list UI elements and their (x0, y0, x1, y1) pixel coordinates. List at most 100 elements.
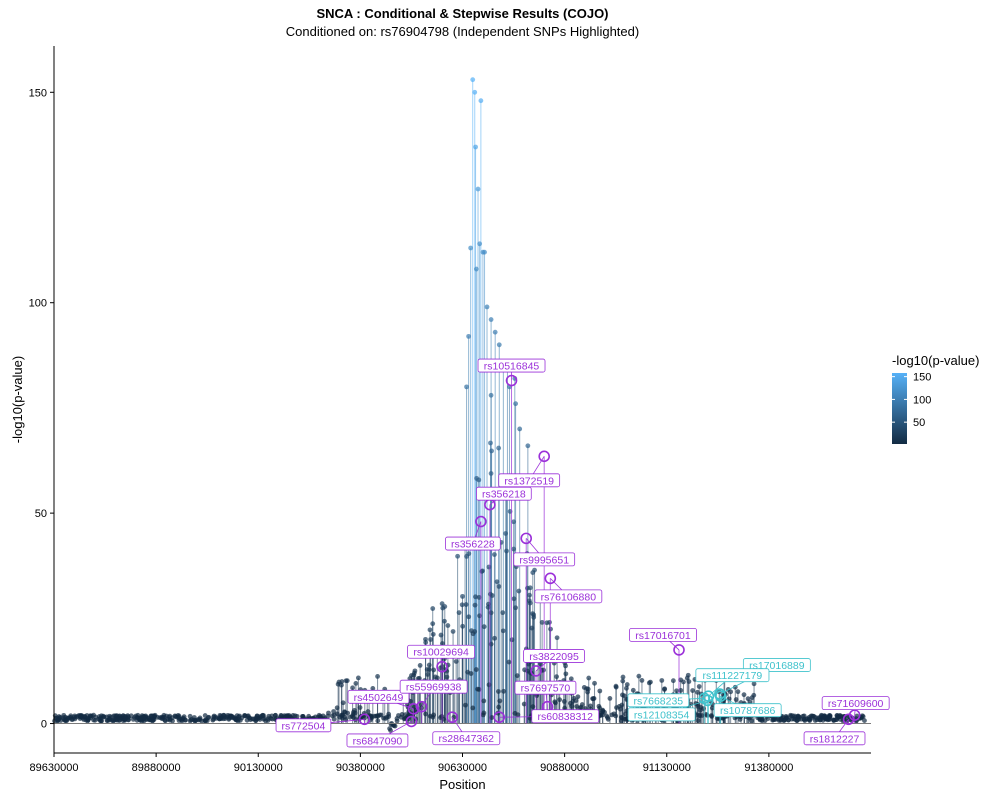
highlight-ring (673, 644, 685, 656)
label-box (477, 358, 546, 373)
snp-point (497, 698, 503, 704)
snp-point (699, 713, 705, 718)
snp-point (93, 714, 99, 720)
snp-point (807, 718, 813, 723)
snp-point (247, 715, 252, 721)
snp-label: rs7668235 (634, 695, 684, 707)
snp-point (450, 629, 456, 634)
snp-point (351, 709, 356, 715)
snp-point (496, 445, 502, 451)
snp-point (386, 711, 392, 717)
x-tick-label: 90380000 (336, 762, 385, 774)
legend-tick-label: 50 (913, 417, 925, 429)
snp-point (814, 717, 820, 723)
snp-point (771, 717, 777, 722)
snp-point (614, 705, 619, 710)
snp-point (123, 714, 129, 720)
snp-point (427, 627, 433, 633)
snp-point (479, 569, 485, 574)
snp-point (573, 698, 579, 704)
snp-point (412, 668, 418, 674)
snp-point (150, 717, 156, 722)
snp-point (426, 662, 432, 668)
snp-point (470, 77, 476, 83)
snp-point (486, 564, 492, 570)
snp-point (453, 659, 459, 664)
snp-point (795, 713, 801, 719)
snp-point (138, 715, 144, 721)
snp-point (216, 715, 222, 721)
snp-point (786, 717, 792, 723)
snp-point (260, 712, 266, 718)
snp-point (428, 637, 433, 642)
label-box (347, 689, 410, 704)
snp-point (455, 553, 461, 559)
label-box (713, 703, 782, 718)
snp-point (331, 709, 337, 714)
highlight-ring (415, 700, 428, 713)
snp-point (646, 680, 652, 686)
highlight-ring (544, 572, 557, 585)
snp-point (464, 384, 469, 390)
snp-point (639, 677, 645, 683)
snp-point (788, 712, 793, 718)
snp-point (423, 640, 429, 645)
snp-label: rs7697570 (521, 683, 571, 695)
snp-point (620, 678, 626, 684)
snp-point (459, 602, 465, 608)
snp-point (695, 689, 700, 695)
highlight-ring (714, 690, 727, 702)
snp-point (481, 624, 487, 630)
snp-point (513, 401, 519, 407)
snp-point (388, 728, 393, 733)
highlight-ring (520, 532, 533, 545)
x-tick-label: 89880000 (132, 762, 181, 774)
snp-point (819, 713, 825, 719)
snp-point (486, 682, 492, 688)
highlight-ring (842, 713, 855, 726)
snp-point (733, 697, 739, 702)
snp-point (154, 714, 160, 720)
snp-point (408, 698, 413, 704)
snp-point (618, 718, 624, 724)
snp-point (496, 342, 502, 348)
snp-point (460, 593, 465, 599)
snp-point (801, 713, 807, 719)
snp-label: rs10029694 (413, 647, 469, 659)
snp-point (111, 717, 116, 723)
snp-label: rs55969938 (406, 682, 462, 694)
snp-point (574, 704, 580, 709)
snp-point (473, 266, 479, 272)
snp-point (596, 703, 602, 709)
snp-point (473, 667, 479, 672)
snp-point (81, 717, 87, 722)
snp-point (255, 716, 260, 722)
snp-point (445, 623, 451, 628)
snp-point (426, 667, 432, 672)
snp-point (375, 718, 381, 724)
snp-point (475, 686, 480, 692)
snp-point (172, 713, 178, 719)
snp-label: rs71609600 (828, 698, 884, 710)
snp-point (481, 698, 487, 704)
snp-point (517, 426, 523, 432)
snp-point (492, 329, 498, 335)
snp-point (466, 614, 472, 620)
snp-point (494, 579, 500, 585)
snp-point (659, 678, 665, 683)
snp-point (561, 699, 567, 704)
snp-point (425, 672, 431, 677)
snp-point (862, 718, 867, 723)
snp-point (415, 676, 421, 681)
snp-point (473, 594, 478, 600)
snp-point (211, 713, 217, 719)
snp-point (489, 448, 494, 454)
snp-point (586, 675, 592, 681)
snp-point (369, 713, 374, 719)
highlight-ring (407, 703, 420, 715)
snp-point (166, 714, 172, 720)
snp-point (516, 588, 522, 594)
snp-point (334, 711, 340, 717)
snp-point (470, 631, 476, 637)
snp-point (353, 680, 359, 686)
